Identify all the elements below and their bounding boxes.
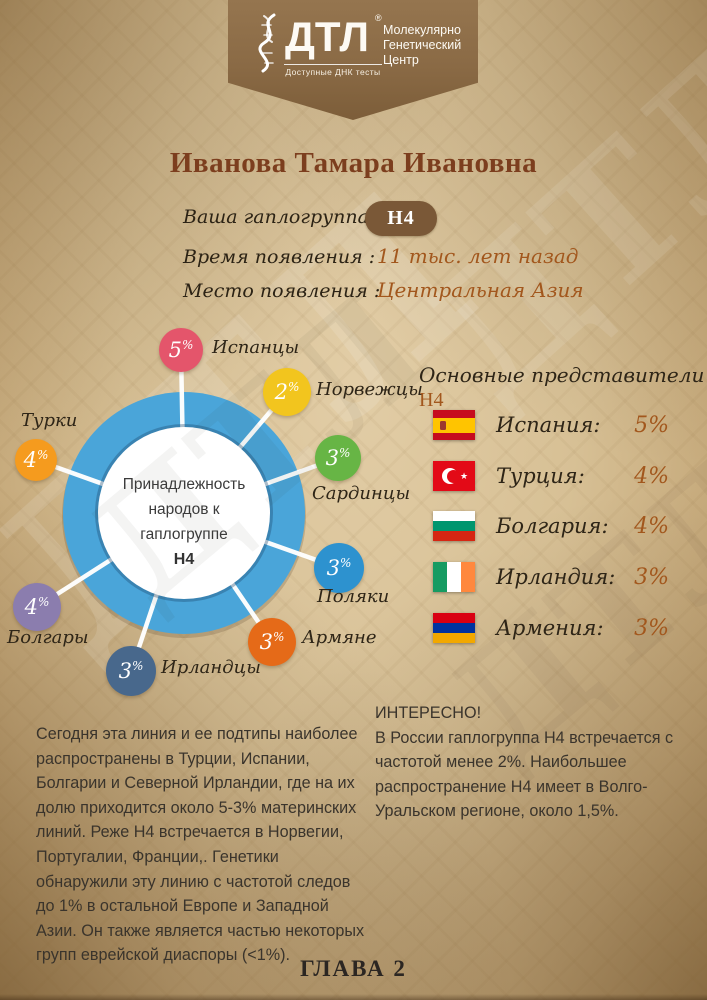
bubble-norwegians: 2%	[263, 368, 311, 416]
percent-sign: %	[181, 338, 194, 352]
bubble-value: 3	[326, 555, 340, 580]
representatives-header: Основные представители H4	[419, 363, 707, 412]
representative-row-spain: Испания: 5%	[433, 409, 669, 441]
org-line: Генетический	[383, 38, 462, 52]
interesting-title: ИНТЕРЕСНО!	[375, 704, 482, 722]
interesting-block: ИНТЕРЕСНО! В России гаплогруппа H4 встре…	[375, 701, 697, 824]
org-name: Молекулярно Генетический Центр	[383, 23, 461, 68]
watermark-dtl: ДТЛ	[57, 259, 461, 637]
representatives-title: Основные представители	[419, 363, 705, 387]
bubble-value: 3	[259, 629, 273, 654]
bubble-value: 2	[274, 379, 288, 404]
registered-mark: ®	[375, 13, 382, 23]
bubble-label-armenians: Армяне	[302, 627, 377, 648]
representative-row-ireland: Ирландия: 3%	[433, 561, 669, 593]
representatives-h4: H4	[419, 389, 444, 411]
representative-row-bulgaria: Болгария: 4%	[433, 510, 669, 542]
country-percent: 3%	[634, 564, 669, 590]
percent-sign: %	[339, 556, 352, 570]
bubble-value: 3	[325, 445, 339, 470]
percent-sign: %	[338, 446, 351, 460]
country-percent: 4%	[634, 463, 669, 489]
donut-center-line: народов к	[148, 501, 220, 518]
field-value-place: Центральная Азия	[377, 278, 584, 302]
bubble-sardinians: 3%	[315, 435, 361, 481]
chapter-footer: ГЛАВА 2	[300, 956, 407, 981]
bulgaria-flag-icon	[433, 511, 475, 541]
bubble-irish: 3%	[106, 646, 156, 696]
field-value-time: 11 тыс. лет назад	[377, 244, 579, 268]
brand-logo-text: ДТЛ	[285, 13, 369, 60]
bubble-value: 3	[118, 658, 132, 683]
representative-row-armenia: Армения: 3%	[433, 612, 669, 644]
spain-flag-icon	[433, 410, 475, 440]
ireland-flag-icon	[433, 562, 475, 592]
percent-sign: %	[272, 630, 285, 644]
org-line: Молекулярно	[383, 23, 461, 37]
bubble-value: 4	[23, 447, 37, 472]
bubble-label-turks: Турки	[21, 410, 78, 431]
field-label-haplogroup: Ваша гаплогруппа:	[183, 206, 376, 228]
dna-helix-icon	[258, 13, 276, 73]
bubble-bulgarians: 4%	[13, 583, 61, 631]
page-title: Иванова Тамара Ивановна	[169, 147, 538, 179]
donut-center-line: гаплогруппе	[140, 526, 228, 543]
percent-sign: %	[36, 448, 49, 462]
bottom-edge	[0, 994, 707, 1000]
bubble-label-spaniards: Испанцы	[212, 337, 300, 358]
bubble-label-norwegians: Норвежцы	[316, 379, 423, 400]
representative-row-turkey: ★ Турция: 4%	[433, 460, 669, 492]
bubble-turks: 4%	[15, 439, 57, 481]
donut-center-line: Принадлежность	[122, 476, 246, 493]
haplogroup-badge: H4	[365, 201, 437, 236]
percent-sign: %	[37, 595, 50, 609]
percent-sign: %	[131, 659, 144, 673]
interesting-body: В России гаплогруппа H4 встречается с ча…	[375, 728, 674, 821]
bubble-label-irish: Ирландцы	[161, 657, 261, 678]
country-percent: 5%	[634, 412, 669, 438]
country-name: Болгария:	[496, 514, 609, 538]
country-name: Армения:	[496, 616, 604, 640]
org-line: Центр	[383, 53, 419, 67]
donut-center-label: Принадлежность народов к гаплогруппе H4	[98, 472, 270, 572]
bubble-label-sardinians: Сардинцы	[312, 483, 411, 504]
country-percent: 4%	[634, 513, 669, 539]
bubble-label-poles: Поляки	[317, 586, 390, 607]
donut-center-h4: H4	[173, 551, 195, 568]
header-banner: ДТЛ ® Молекулярно Генетический Центр Дос…	[228, 0, 478, 120]
armenia-flag-icon	[433, 613, 475, 643]
turkey-flag-icon: ★	[433, 461, 475, 491]
country-name: Ирландия:	[496, 565, 616, 589]
bubble-label-bulgarians: Болгары	[7, 627, 89, 648]
bubble-value: 5	[168, 337, 182, 362]
brand-tagline: Доступные ДНК тесты	[284, 64, 382, 77]
country-percent: 3%	[634, 615, 669, 641]
field-label-time: Время появления :	[183, 246, 376, 268]
field-label-place: Место появления :	[183, 280, 381, 302]
country-name: Испания:	[496, 413, 601, 437]
description-paragraph: Сегодня эта линия и ее подтипы наиболее …	[36, 725, 365, 965]
bubble-spaniards: 5%	[159, 328, 203, 372]
percent-sign: %	[287, 380, 300, 394]
country-name: Турция:	[496, 464, 585, 488]
bubble-value: 4	[24, 594, 38, 619]
